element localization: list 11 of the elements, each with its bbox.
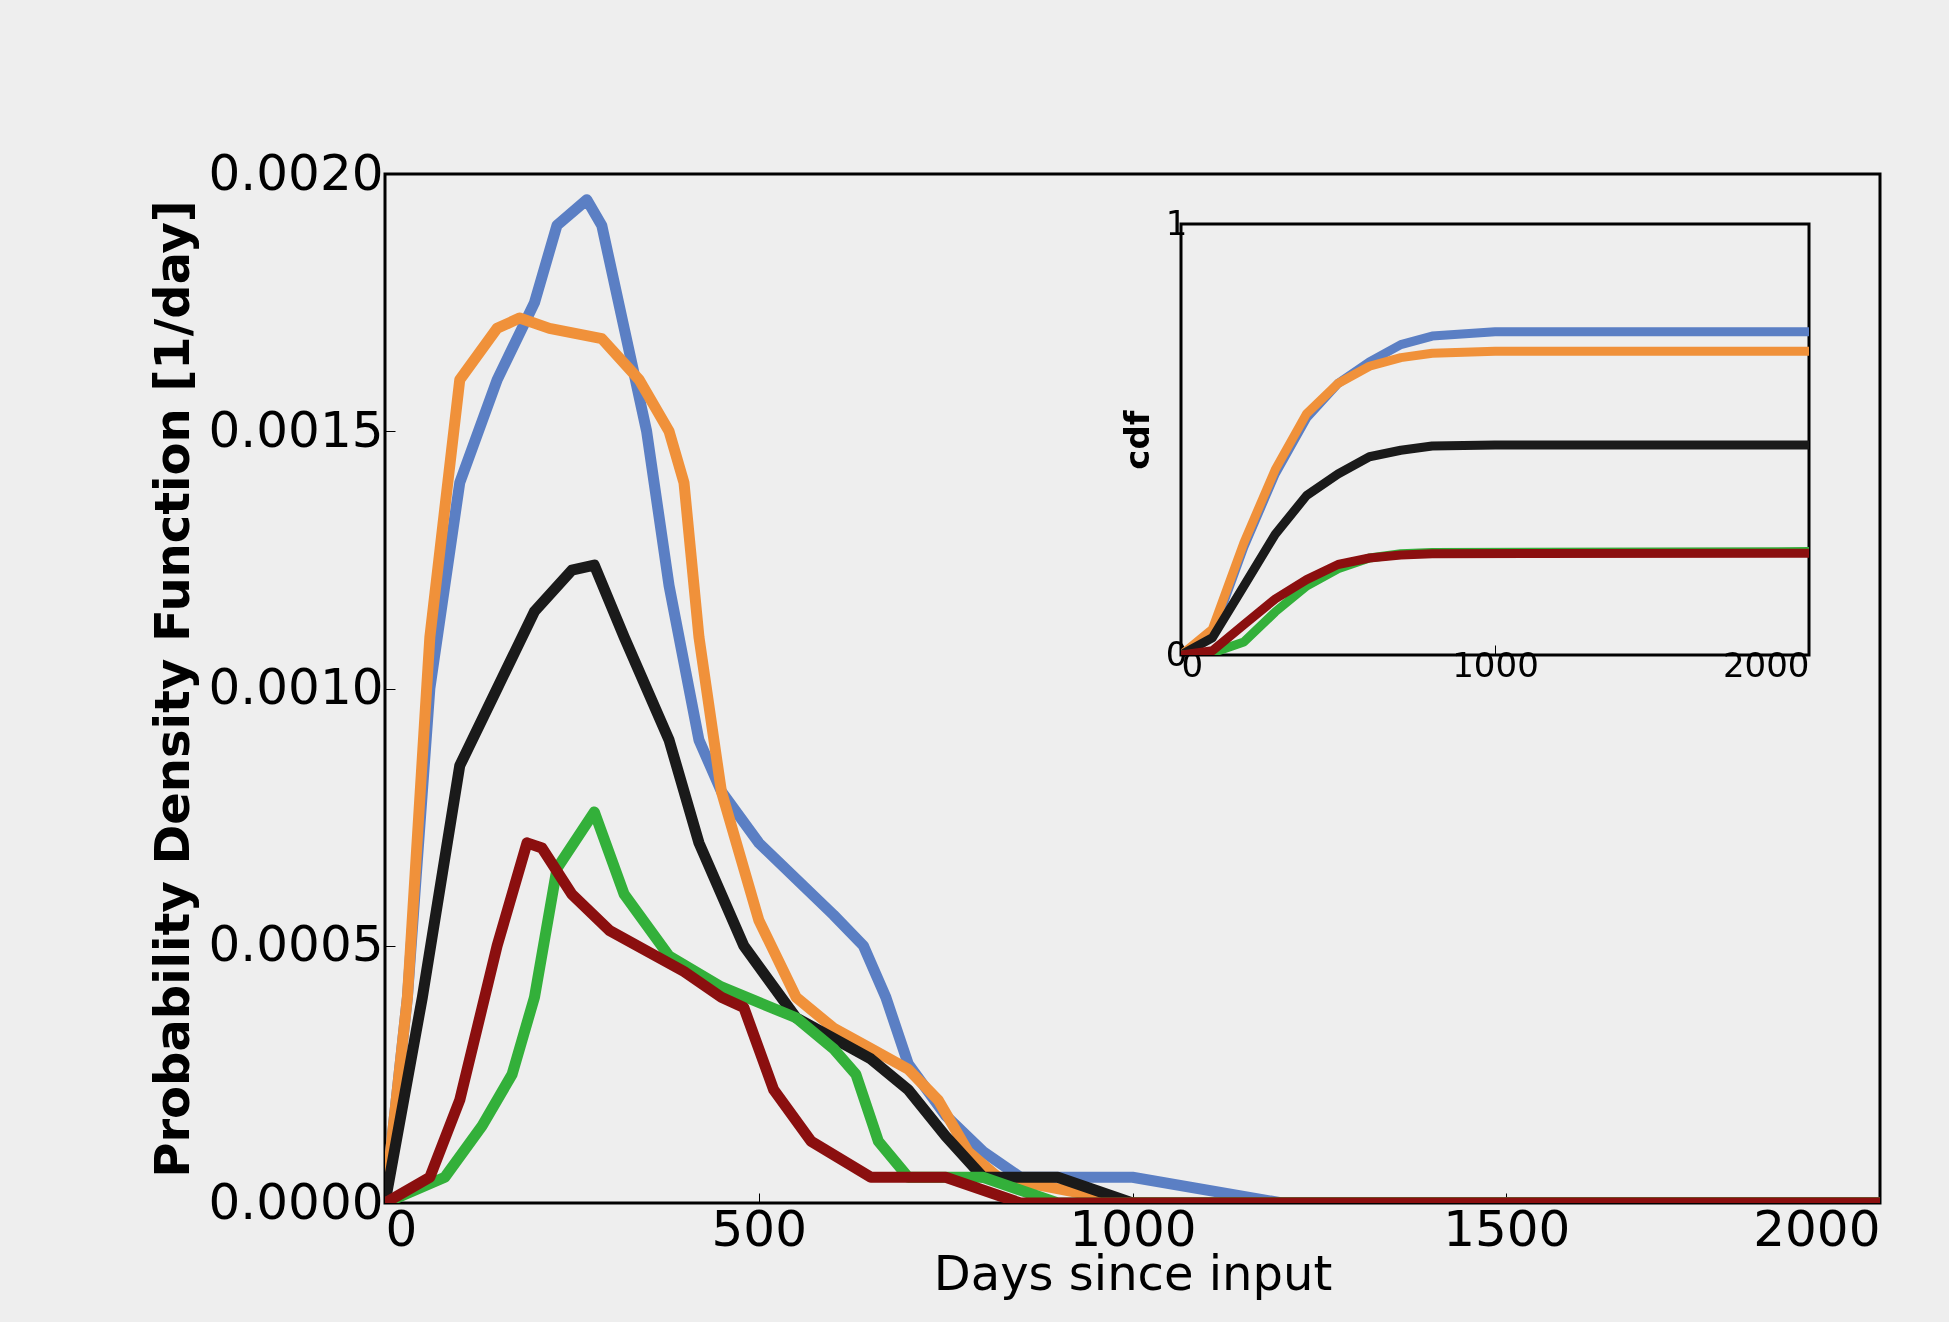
x-tick-label: 500 [711,1199,807,1258]
y-tick-label: 0.0015 [208,400,384,459]
y-tick-label: 0.0010 [208,658,384,716]
y-tick-label: 0.0000 [208,1172,384,1231]
y-axis-title: Probability Density Function [1/day] [143,200,200,1178]
x-tick-label: 1500 [1443,1199,1571,1258]
y-tick-label: 1 [1165,202,1188,243]
y-tick-label: 0.0005 [208,915,384,974]
x-tick-label: 2000 [1753,1199,1881,1258]
y-axis-title: cdf [1116,409,1157,470]
y-tick-label: 0.0020 [208,143,384,202]
